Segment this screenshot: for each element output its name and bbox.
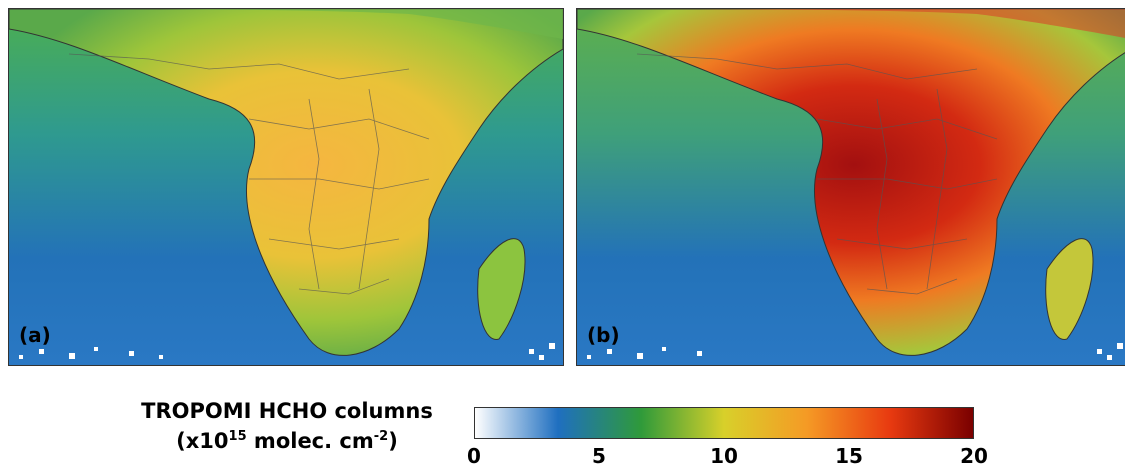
colorbar-title-line1: TROPOMI HCHO columns	[141, 399, 433, 423]
colorbar-unit-exp2: -2	[373, 429, 389, 444]
colorbar-unit-prefix: (x10	[176, 429, 229, 453]
map-panel-b: (b)	[576, 8, 1125, 366]
colorbar-unit-exp1: 15	[228, 429, 247, 444]
colorbar-tick-label: 10	[710, 444, 738, 467]
colorbar-unit-suffix: )	[388, 429, 398, 453]
colorbar-tick-label: 20	[960, 444, 988, 467]
colorbar-title-line2: (x1015 molec. cm-2)	[112, 426, 462, 456]
map-africa-b	[577, 9, 1125, 365]
colorbar-tick-label: 0	[467, 444, 481, 467]
colorbar-tick-label: 15	[835, 444, 863, 467]
panel-label-b: (b)	[587, 323, 620, 347]
colorbar-tick-label: 5	[592, 444, 606, 467]
map-africa-a	[9, 9, 563, 365]
panel-label-a: (a)	[19, 323, 51, 347]
colorbar-title: TROPOMI HCHO columns (x1015 molec. cm-2)	[112, 396, 462, 456]
colorbar	[474, 407, 974, 439]
missing-data-pixels	[587, 343, 1123, 360]
map-panel-a: (a)	[8, 8, 564, 366]
colorbar-unit-mid: molec. cm	[246, 429, 374, 453]
missing-data-pixels	[19, 343, 555, 360]
